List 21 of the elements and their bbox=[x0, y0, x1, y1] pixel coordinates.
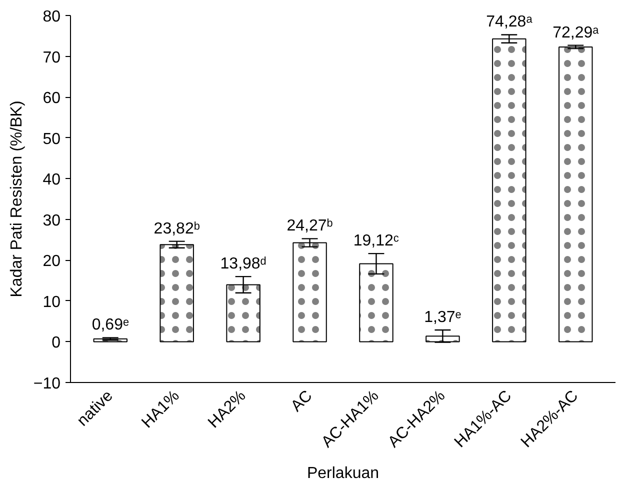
data-label: 1,37ᵉ bbox=[424, 309, 462, 326]
y-tick-label: 10 bbox=[42, 294, 61, 311]
x-tick-label: AC bbox=[288, 387, 316, 416]
y-tick-label: 40 bbox=[42, 172, 61, 189]
data-label: 72,29ᵃ bbox=[552, 24, 600, 42]
y-tick-label: 0 bbox=[52, 334, 61, 352]
data-label: 23,82ᵇ bbox=[154, 220, 200, 238]
y-tick-label: 60 bbox=[42, 90, 61, 108]
data-label: 24,27ᵇ bbox=[286, 218, 333, 235]
data-label: 0,69ᵉ bbox=[92, 316, 129, 334]
data-label: 13,98ᵈ bbox=[220, 256, 266, 273]
data-label: 74,28ᵃ bbox=[486, 14, 534, 31]
y-axis-title: Kadar Pati Resisten (%/BK) bbox=[8, 100, 26, 298]
y-tick-label: 30 bbox=[42, 212, 61, 230]
y-tick-label: 20 bbox=[42, 253, 61, 270]
x-axis-title: Perlakuan bbox=[306, 465, 380, 482]
y-tick-label: 70 bbox=[42, 49, 61, 66]
y-tick-label: 80 bbox=[42, 8, 61, 26]
y-tick-label: 50 bbox=[42, 130, 61, 148]
y-tick-label: −10 bbox=[33, 376, 61, 392]
data-label: 19,12ᶜ bbox=[353, 232, 400, 250]
